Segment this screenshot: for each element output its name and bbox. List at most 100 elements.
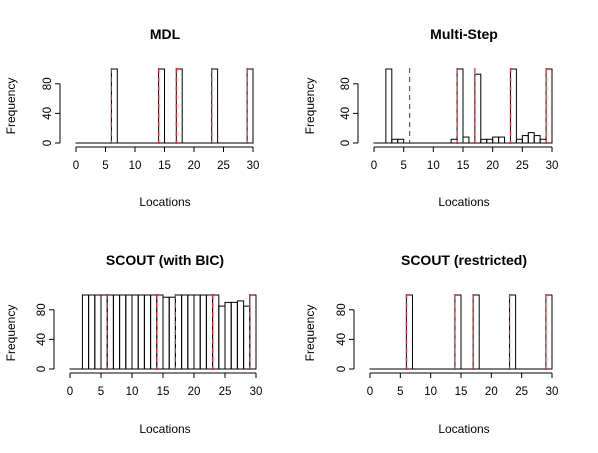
- y-tick-label: 80: [42, 77, 54, 90]
- panel-title: SCOUT (with BIC): [106, 252, 224, 268]
- histogram-bar: [230, 301, 238, 370]
- histogram-bar: [162, 296, 170, 370]
- histogram-bar: [539, 138, 547, 144]
- histogram-bar: [81, 294, 90, 370]
- histogram-bar: [119, 294, 127, 370]
- x-axis-label: Locations: [139, 195, 190, 209]
- x-tick-label: 25: [217, 160, 230, 172]
- x-tick-label: 5: [397, 386, 403, 398]
- panel-multi-step: Multi-Step 0 5 10 15 20 25 30 0 40 80 Locations F…: [303, 26, 558, 209]
- histogram-bar: [385, 68, 393, 144]
- histogram-bar: [545, 294, 553, 370]
- x-tick-label: 0: [367, 386, 373, 398]
- plot-area: 0 5 10 15 20 25 30 0 40 80: [336, 294, 558, 398]
- histogram-bar: [212, 294, 220, 370]
- histogram-bar: [168, 296, 176, 370]
- x-tick-label: 30: [546, 160, 559, 172]
- histogram-bar: [492, 136, 500, 144]
- histogram-bar: [249, 294, 257, 370]
- histogram-bar: [545, 68, 553, 144]
- histogram-bar: [100, 294, 108, 370]
- y-axis-label: Frequency: [303, 305, 317, 362]
- histogram-bar: [246, 68, 254, 144]
- histogram-bar: [174, 294, 183, 370]
- histogram-bar: [125, 294, 133, 370]
- x-tick-label: 15: [158, 160, 171, 172]
- x-tick-label: 20: [486, 160, 499, 172]
- panel-mdl: MDL 0 5 10 15 20 25 30 0 40 80 Locations Frequenc…: [4, 26, 259, 209]
- x-tick-label: 10: [424, 386, 437, 398]
- y-axis-label: Frequency: [4, 78, 18, 135]
- histogram-bar: [131, 294, 139, 370]
- y-tick-label: 80: [336, 303, 348, 316]
- y-tick-label: 80: [36, 303, 48, 316]
- x-tick-label: 0: [371, 160, 377, 172]
- y-tick-label: 0: [336, 366, 348, 372]
- y-axis-label: Frequency: [303, 78, 317, 135]
- y-tick-label: 0: [340, 140, 352, 146]
- x-tick-label: 10: [427, 160, 440, 172]
- histogram-bar: [143, 294, 152, 370]
- x-tick-label: 5: [98, 386, 104, 398]
- histogram-bar: [211, 68, 219, 144]
- panel-scout-restricted: SCOUT (restricted) 0 5 10 15 20 25 30 0 40 80 Loc…: [303, 252, 558, 436]
- x-tick-label: 20: [188, 160, 201, 172]
- x-tick-label: 25: [516, 160, 529, 172]
- histogram-bar: [391, 138, 399, 144]
- x-axis-label: Locations: [438, 195, 489, 209]
- y-tick-label: 40: [336, 333, 348, 346]
- histogram-bar: [243, 305, 251, 370]
- histogram-bar: [193, 294, 201, 370]
- x-tick-label: 25: [515, 386, 528, 398]
- x-tick-label: 5: [102, 160, 108, 172]
- x-tick-label: 0: [73, 160, 79, 172]
- y-tick-label: 40: [340, 107, 352, 120]
- histogram-bar: [515, 138, 523, 144]
- histogram-bar: [137, 294, 145, 370]
- x-tick-label: 5: [400, 160, 406, 172]
- x-tick-label: 15: [157, 386, 170, 398]
- histogram-bar: [397, 138, 405, 144]
- panel-title: Multi-Step: [430, 26, 498, 42]
- histogram-bar: [218, 305, 226, 370]
- histogram-bar: [94, 294, 102, 370]
- histogram-bar: [88, 294, 96, 370]
- histogram-bar: [480, 138, 488, 144]
- histogram-bar: [474, 73, 482, 144]
- histogram-bar: [527, 132, 535, 144]
- histogram-bar: [509, 294, 517, 370]
- y-tick-label: 0: [36, 366, 48, 372]
- x-axis-label: Locations: [438, 422, 489, 436]
- histogram-bar: [199, 294, 207, 370]
- x-tick-label: 15: [455, 386, 468, 398]
- y-tick-label: 0: [42, 140, 54, 146]
- histogram-bar: [110, 68, 118, 144]
- x-axis-label: Locations: [139, 422, 190, 436]
- histogram-bar: [472, 294, 480, 370]
- histogram-bar: [106, 294, 114, 370]
- histogram-bar: [405, 294, 413, 370]
- plot-area: 0 5 10 15 20 25 30 0 40 80: [340, 68, 558, 172]
- x-tick-label: 0: [67, 386, 73, 398]
- y-tick-label: 40: [36, 333, 48, 346]
- histogram-bar: [498, 136, 506, 144]
- histogram-bar: [205, 294, 214, 370]
- histogram-bar: [224, 301, 232, 370]
- histogram-bar: [521, 135, 529, 144]
- x-tick-label: 10: [129, 160, 142, 172]
- histogram-bar: [187, 294, 195, 370]
- histogram-bar: [486, 138, 494, 144]
- x-tick-label: 30: [546, 386, 559, 398]
- histogram-bar: [181, 294, 189, 370]
- x-tick-label: 30: [247, 160, 260, 172]
- x-tick-label: 15: [457, 160, 470, 172]
- x-tick-label: 20: [188, 386, 201, 398]
- x-tick-label: 20: [485, 386, 498, 398]
- y-tick-label: 80: [340, 77, 352, 90]
- histogram-bar: [454, 294, 462, 370]
- histogram-bar: [236, 300, 245, 370]
- panel-title: SCOUT (restricted): [401, 252, 527, 268]
- histogram-bar: [158, 68, 166, 144]
- histogram-bar: [456, 68, 464, 144]
